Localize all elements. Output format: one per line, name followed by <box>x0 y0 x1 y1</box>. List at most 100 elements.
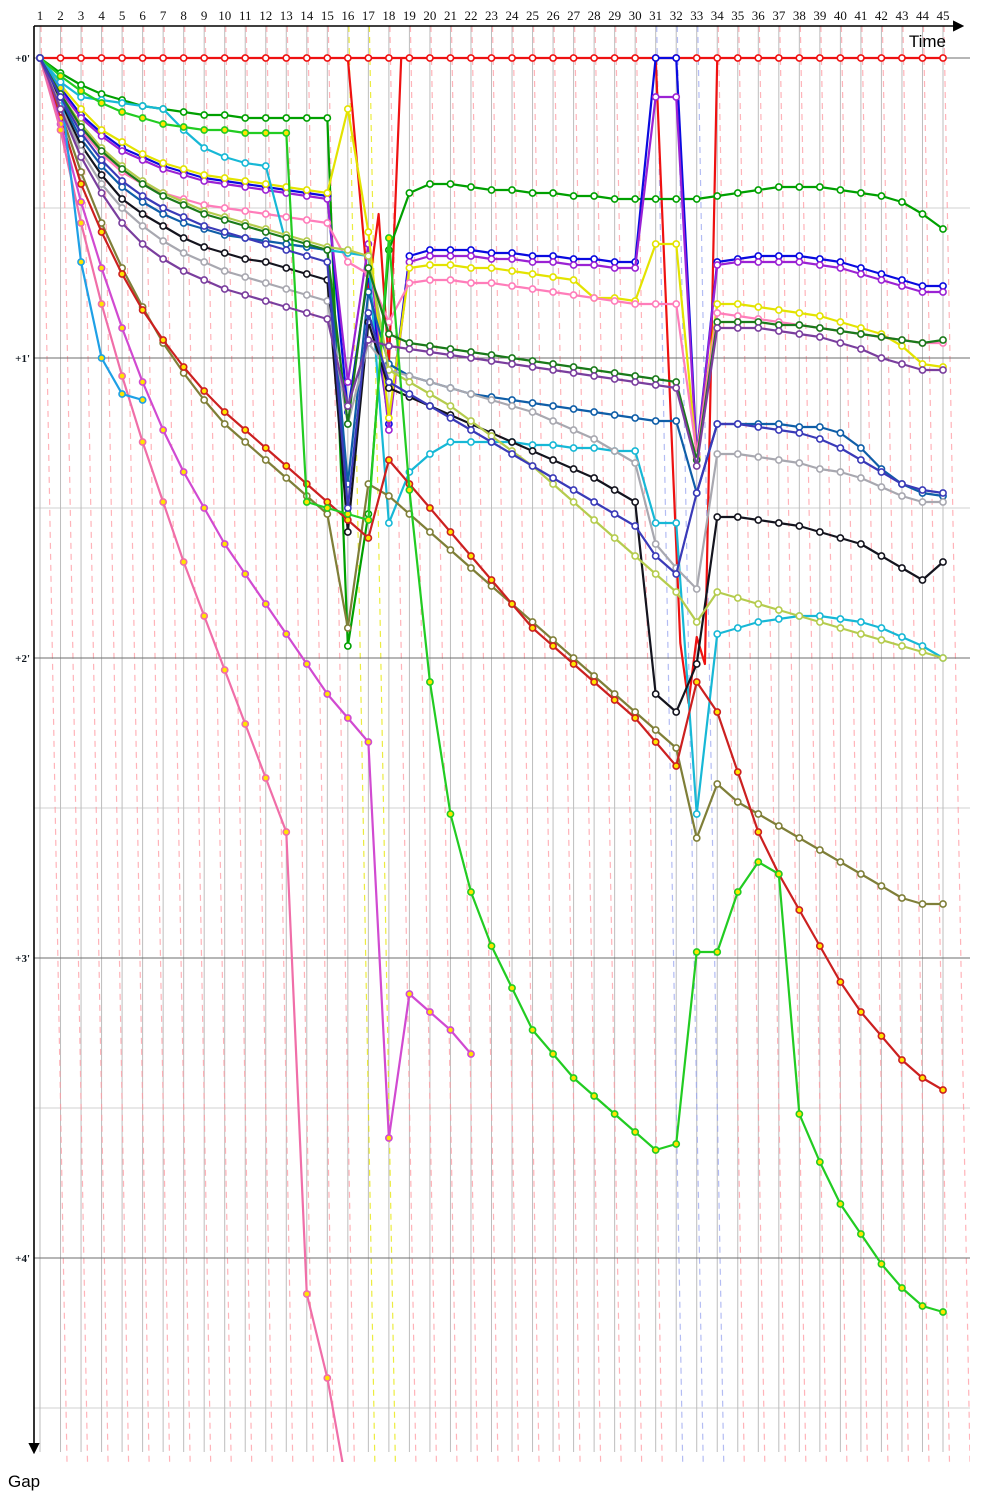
data-point-marker[interactable] <box>877 483 886 491</box>
data-point-marker[interactable] <box>77 219 85 227</box>
data-point-marker[interactable] <box>220 420 229 428</box>
data-point-marker[interactable] <box>56 105 65 113</box>
data-point-marker[interactable] <box>754 324 763 332</box>
data-point-marker[interactable] <box>528 447 537 455</box>
data-point-marker[interactable] <box>733 258 742 266</box>
data-point-marker[interactable] <box>179 267 188 275</box>
data-point-marker[interactable] <box>282 474 291 482</box>
data-point-marker[interactable] <box>261 444 270 452</box>
data-point-marker[interactable] <box>692 462 701 470</box>
data-point-marker[interactable] <box>569 444 578 452</box>
data-point-marker[interactable] <box>651 93 660 101</box>
data-point-marker[interactable] <box>549 1050 557 1058</box>
data-point-marker[interactable] <box>857 330 865 338</box>
data-point-marker[interactable] <box>323 219 332 227</box>
data-point-marker[interactable] <box>631 54 640 62</box>
data-point-marker[interactable] <box>815 1158 824 1166</box>
data-point-marker[interactable] <box>569 192 578 200</box>
data-point-marker[interactable] <box>138 396 147 404</box>
data-point-marker[interactable] <box>467 552 475 560</box>
data-point-marker[interactable] <box>200 612 209 620</box>
data-point-marker[interactable] <box>857 270 865 278</box>
data-point-marker[interactable] <box>138 180 147 188</box>
data-point-marker[interactable] <box>138 102 147 110</box>
data-point-marker[interactable] <box>77 258 85 266</box>
data-point-marker[interactable] <box>282 213 291 221</box>
data-point-marker[interactable] <box>138 192 147 200</box>
data-point-marker[interactable] <box>528 285 537 293</box>
data-point-marker[interactable] <box>159 54 168 62</box>
data-point-marker[interactable] <box>343 624 352 632</box>
data-point-marker[interactable] <box>508 267 516 275</box>
data-point-marker[interactable] <box>467 54 475 62</box>
data-point-marker[interactable] <box>364 534 373 542</box>
data-point-marker[interactable] <box>877 636 886 644</box>
data-point-marker[interactable] <box>754 810 763 818</box>
data-point-marker[interactable] <box>323 258 332 266</box>
data-point-marker[interactable] <box>343 504 352 512</box>
data-point-marker[interactable] <box>774 327 783 335</box>
data-point-marker[interactable] <box>426 390 434 398</box>
data-point-marker[interactable] <box>426 378 434 386</box>
data-point-marker[interactable] <box>877 1260 886 1268</box>
data-point-marker[interactable] <box>528 462 537 470</box>
data-point-marker[interactable] <box>610 195 619 203</box>
data-point-marker[interactable] <box>323 1374 332 1382</box>
data-point-marker[interactable] <box>159 120 168 128</box>
data-point-marker[interactable] <box>918 486 927 494</box>
data-point-marker[interactable] <box>549 642 557 650</box>
data-point-marker[interactable] <box>610 297 619 305</box>
data-point-marker[interactable] <box>241 438 250 446</box>
data-point-marker[interactable] <box>918 1302 927 1310</box>
data-point-marker[interactable] <box>898 642 906 650</box>
data-point-marker[interactable] <box>426 180 434 188</box>
data-point-marker[interactable] <box>836 444 845 452</box>
data-point-marker[interactable] <box>200 396 209 404</box>
data-point-marker[interactable] <box>467 564 475 572</box>
data-point-marker[interactable] <box>384 414 393 422</box>
data-point-marker[interactable] <box>590 444 599 452</box>
data-point-marker[interactable] <box>446 276 455 284</box>
data-point-marker[interactable] <box>815 183 824 191</box>
data-point-marker[interactable] <box>836 186 845 194</box>
data-point-marker[interactable] <box>610 510 619 518</box>
data-point-marker[interactable] <box>857 54 865 62</box>
data-point-marker[interactable] <box>815 846 824 854</box>
data-point-marker[interactable] <box>118 324 126 332</box>
data-point-marker[interactable] <box>898 480 906 488</box>
data-point-marker[interactable] <box>323 189 332 197</box>
data-point-marker[interactable] <box>508 360 516 368</box>
data-point-marker[interactable] <box>590 408 599 416</box>
data-point-marker[interactable] <box>302 270 311 278</box>
data-point-marker[interactable] <box>815 333 824 341</box>
data-point-marker[interactable] <box>97 228 106 236</box>
data-point-marker[interactable] <box>405 345 414 353</box>
data-point-marker[interactable] <box>220 111 229 119</box>
data-point-marker[interactable] <box>651 1146 660 1154</box>
data-point-marker[interactable] <box>733 420 742 428</box>
data-point-marker[interactable] <box>56 93 65 101</box>
data-point-marker[interactable] <box>672 1140 681 1148</box>
data-point-marker[interactable] <box>590 435 599 443</box>
data-point-marker[interactable] <box>898 54 906 62</box>
data-point-marker[interactable] <box>446 1026 455 1034</box>
data-point-marker[interactable] <box>405 279 414 287</box>
data-point-marker[interactable] <box>651 738 660 746</box>
data-point-marker[interactable] <box>159 192 168 200</box>
data-point-marker[interactable] <box>590 261 599 269</box>
data-point-marker[interactable] <box>857 630 865 638</box>
data-point-marker[interactable] <box>774 519 783 527</box>
data-point-marker[interactable] <box>918 54 927 62</box>
data-point-marker[interactable] <box>569 465 578 473</box>
data-point-marker[interactable] <box>795 522 804 530</box>
data-point-marker[interactable] <box>282 462 291 470</box>
data-point-marker[interactable] <box>877 552 886 560</box>
data-point-marker[interactable] <box>179 234 188 242</box>
data-point-marker[interactable] <box>241 114 250 122</box>
data-point-marker[interactable] <box>939 366 947 374</box>
data-point-marker[interactable] <box>508 54 516 62</box>
data-point-marker[interactable] <box>795 906 804 914</box>
data-point-marker[interactable] <box>672 93 681 101</box>
data-point-marker[interactable] <box>97 126 106 134</box>
data-point-marker[interactable] <box>939 654 947 662</box>
